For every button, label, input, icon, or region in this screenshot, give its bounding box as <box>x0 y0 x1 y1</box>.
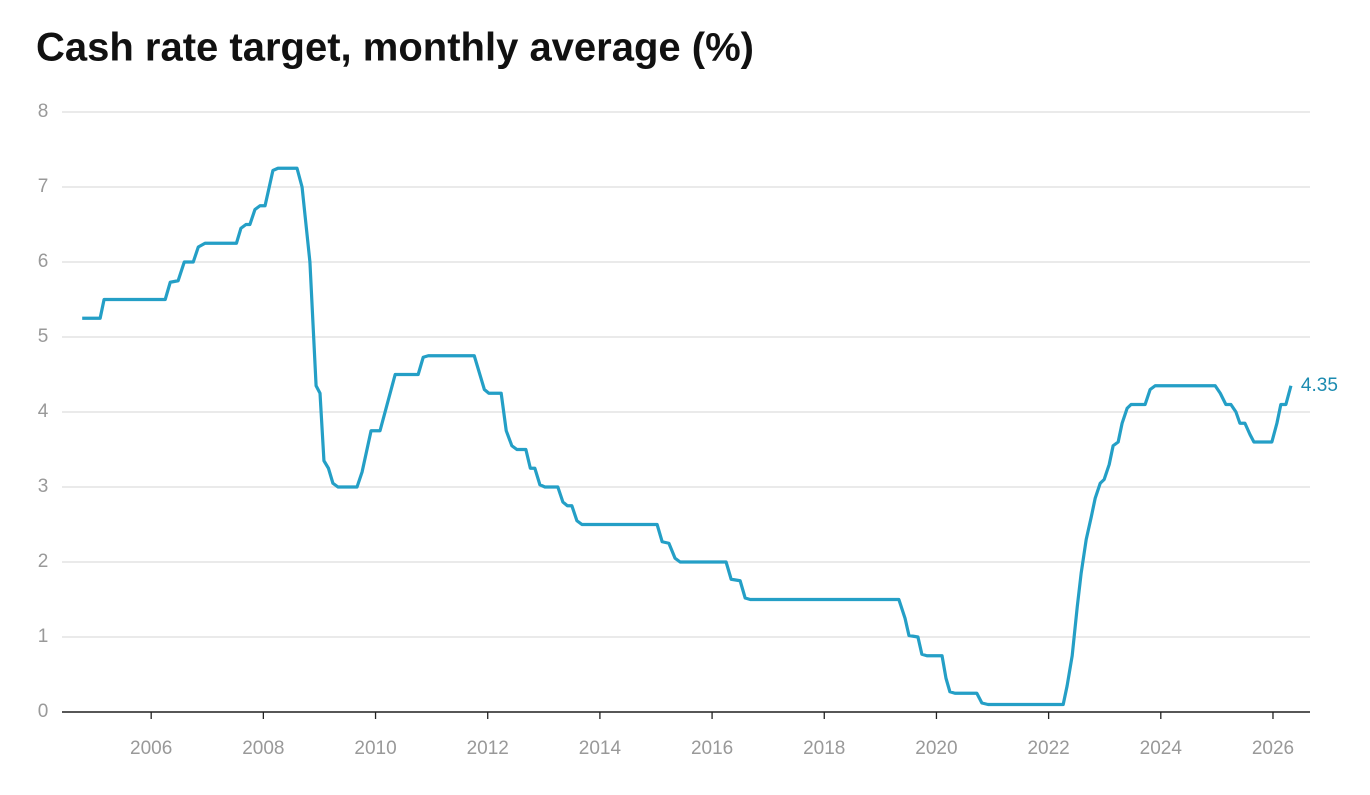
y-tick-label: 4 <box>38 401 49 422</box>
end-value-label: 4.35 <box>1301 375 1338 396</box>
x-tick-label: 2016 <box>691 738 733 759</box>
x-tick-label: 2026 <box>1252 738 1294 759</box>
y-tick-label: 1 <box>38 626 49 647</box>
y-tick-label: 2 <box>38 551 49 572</box>
x-tick-label: 2008 <box>242 738 284 759</box>
x-tick-label: 2020 <box>915 738 957 759</box>
x-tick-label: 2012 <box>467 738 509 759</box>
y-tick-label: 5 <box>38 326 49 347</box>
data-line <box>82 166 1293 707</box>
x-tick-label: 2006 <box>130 738 172 759</box>
x-tick-label: 2014 <box>579 738 622 759</box>
y-tick-label: 6 <box>38 251 49 272</box>
x-tick-label: 2024 <box>1140 738 1183 759</box>
y-tick-label: 7 <box>38 176 49 197</box>
y-tick-label: 8 <box>38 101 49 122</box>
chart-title: Cash rate target, monthly average (%) <box>36 26 754 70</box>
x-tick-label: 2010 <box>354 738 396 759</box>
x-tick-label: 2018 <box>803 738 845 759</box>
y-tick-label: 3 <box>38 476 49 497</box>
y-tick-label: 0 <box>38 701 49 722</box>
x-tick-label: 2022 <box>1027 738 1069 759</box>
